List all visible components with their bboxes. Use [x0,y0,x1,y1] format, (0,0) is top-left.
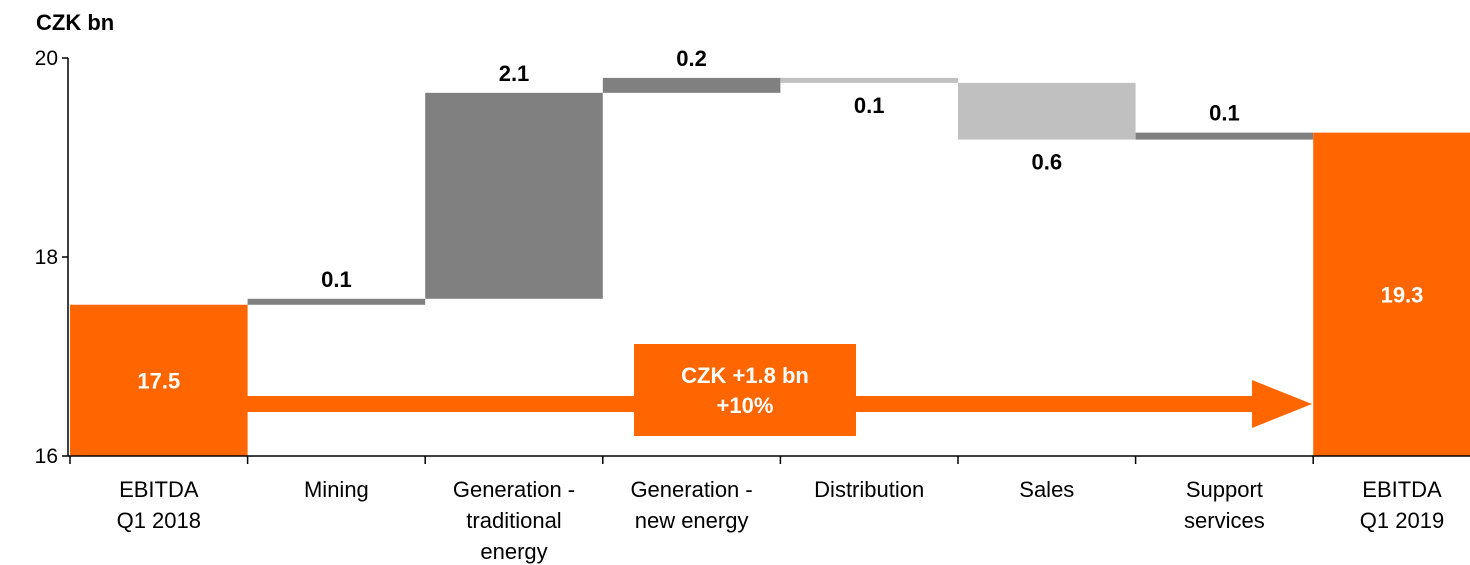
value-label-2: 2.1 [499,61,530,86]
bar-0 [70,304,248,456]
category-label-2: Generation -traditional energy [453,477,575,564]
value-label-0: 17.5 [137,368,180,393]
change-annotation-box [634,344,856,436]
bar-3 [602,77,781,93]
category-label-3: Generation -new energy [630,477,752,533]
y-tick-label-2: 20 [35,47,58,70]
y-axis: 16 18 20 [35,47,1470,468]
value-label-3: 0.2 [676,46,707,71]
value-label-4: 0.1 [854,93,885,118]
y-tick-label-1: 18 [35,246,58,269]
bar-5 [958,82,1136,140]
value-label-1: 0.1 [321,267,352,292]
category-label-4: Distribution [814,477,924,502]
bar-4 [780,77,958,83]
category-label-7: EBITDA Q1 2019 [1360,477,1444,533]
category-labels: EBITDA Q1 2018 Mining Generation -tradition… [117,477,1445,564]
value-label-5: 0.6 [1032,150,1063,175]
unit-label: CZK bn [36,10,114,35]
bars-layer [70,77,1470,456]
category-label-0: EBITDA Q1 2018 [117,477,201,533]
category-label-6: Support services [1184,477,1265,533]
bar-1 [247,298,426,305]
y-tick-label-0: 16 [35,445,58,468]
category-label-1: Mining [304,477,369,502]
value-labels: 17.5 0.1 2.1 0.2 0.1 0.6 0.1 19.3 [137,46,1423,393]
value-label-7: 19.3 [1381,282,1424,307]
arrow-head [1252,380,1312,428]
category-label-5: Sales [1019,477,1074,502]
change-annotation-text: CZK +1.8 bn +10% [681,363,809,418]
bar-2 [425,92,603,299]
bar-7 [1313,132,1470,456]
change-arrow: CZK +1.8 bn +10% [247,344,1312,436]
bar-6 [1135,132,1314,140]
value-label-6: 0.1 [1209,101,1240,126]
